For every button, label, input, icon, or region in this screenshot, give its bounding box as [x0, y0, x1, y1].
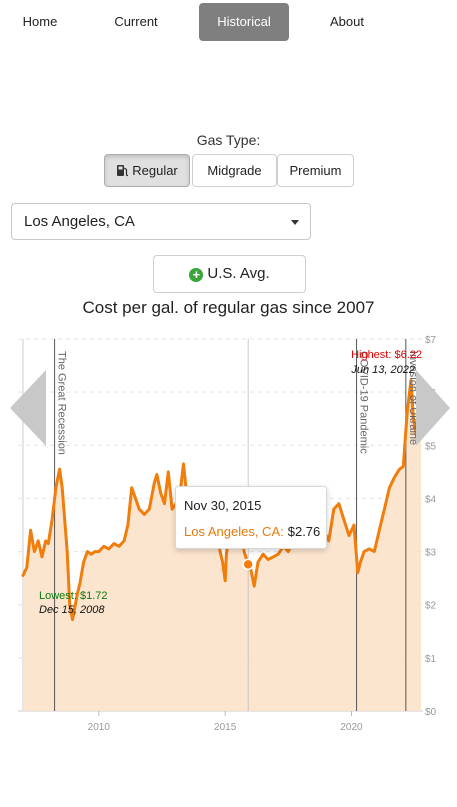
plus-circle-icon: + [189, 268, 204, 282]
premium-button[interactable]: Premium [277, 154, 354, 187]
y-tick-label: $0 [425, 707, 437, 718]
chart-tooltip: Nov 30, 2015 Los Angeles, CA: $2.76 [175, 486, 327, 549]
nav-about[interactable]: About [330, 14, 364, 29]
tooltip-city: Los Angeles, CA: [184, 524, 284, 539]
lowest-label: Lowest: $1.72 [39, 590, 108, 602]
event-label: COVID-19 Pandemic [358, 351, 370, 454]
nav-home[interactable]: Home [22, 14, 58, 29]
chevron-down-icon [291, 220, 299, 225]
y-tick-label: $3 [425, 548, 437, 559]
x-tick-label: 2020 [340, 722, 363, 733]
chevron-left-icon[interactable] [10, 370, 46, 446]
regular-button[interactable]: Regular [104, 154, 190, 187]
highest-date: Jun 13, 2022 [350, 364, 415, 376]
y-tick-label: $4 [425, 494, 437, 505]
y-tick-label: $1 [425, 654, 437, 665]
series-area [23, 380, 421, 711]
regular-label: Regular [132, 163, 178, 178]
y-tick-label: $2 [425, 601, 437, 612]
midgrade-button[interactable]: Midgrade [192, 154, 277, 187]
location-value: Los Angeles, CA [24, 213, 135, 230]
gas-pump-icon [117, 165, 129, 177]
y-tick-label: $5 [425, 441, 437, 452]
chart-title: Cost per gal. of regular gas since 2007 [82, 298, 375, 317]
y-tick-label: $7 [425, 335, 437, 346]
highest-label: Highest: $6.22 [351, 349, 422, 361]
nav-historical[interactable]: Historical [199, 3, 289, 41]
us-avg-button[interactable]: + U.S. Avg. [153, 255, 306, 293]
tooltip-date: Nov 30, 2015 [184, 498, 262, 513]
us-avg-label: U.S. Avg. [207, 265, 270, 282]
top-nav: Home Current Historical About [0, 0, 457, 44]
chevron-right-icon[interactable] [416, 370, 450, 446]
tooltip-row: Los Angeles, CA: $2.76 [184, 524, 320, 539]
lowest-date: Dec 15, 2008 [39, 604, 105, 616]
tooltip-marker [242, 558, 254, 571]
event-label: The Great Recession [56, 351, 68, 455]
x-tick-label: 2015 [214, 722, 237, 733]
x-tick-label: 2010 [88, 722, 111, 733]
gas-type-label: Gas Type: [196, 132, 261, 148]
nav-current[interactable]: Current [114, 14, 158, 29]
tooltip-price: $2.76 [287, 524, 321, 539]
event-label: Invasion of Ukraine [407, 351, 419, 445]
location-select[interactable]: Los Angeles, CA [11, 203, 311, 240]
